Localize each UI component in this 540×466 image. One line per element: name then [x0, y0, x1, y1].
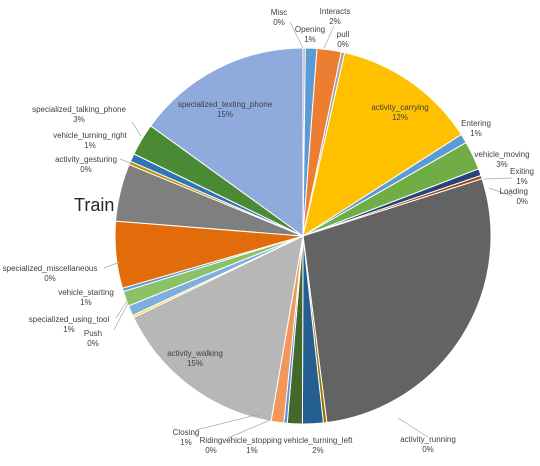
slice-label: Misc 0%	[271, 8, 287, 27]
slice-label: vehicle_turning_right 1%	[53, 131, 128, 150]
slice-category-label: vehicle_turning_right	[53, 131, 128, 140]
slice-label: Interacts 2%	[320, 7, 351, 26]
slice-percent-label: 0%	[422, 445, 434, 454]
leader-line	[289, 21, 304, 49]
slice-label: activity_gesturing 0%	[55, 155, 117, 174]
slice-category-label: vehicle_turning_left	[284, 436, 354, 445]
slice-percent-label: 1%	[80, 298, 92, 307]
leader-lines	[103, 21, 513, 439]
slice-percent-label: 1%	[63, 325, 75, 334]
slice-label: Closing 1%	[173, 428, 200, 447]
pie-slice	[132, 235, 304, 422]
leader-line	[323, 25, 335, 49]
slice-percent-label: 0%	[44, 274, 56, 283]
leader-line	[115, 298, 129, 319]
slice-percent-label: 0%	[273, 18, 285, 27]
slice-percent-label: 12%	[392, 113, 408, 122]
slice-percent-label: 0%	[80, 165, 92, 174]
leader-line	[103, 261, 121, 269]
pie-slice	[149, 47, 304, 237]
leader-line	[483, 177, 513, 180]
pie-slice	[302, 178, 492, 424]
slice-label: vehicle_stopping 1%	[222, 436, 282, 455]
leader-line	[119, 158, 131, 164]
leader-line	[131, 121, 142, 137]
slice-label: Exiting 1%	[510, 167, 534, 186]
slice-label: specialized_using_tool 1%	[29, 315, 110, 334]
slice-category-label: Closing	[173, 428, 200, 437]
slice-label: Opening 1%	[295, 25, 325, 44]
slice-category-label: Exiting	[510, 167, 534, 176]
slice-category-label: Entering	[461, 119, 491, 128]
leader-line	[113, 302, 129, 331]
slice-percent-label: 15%	[187, 359, 203, 368]
slice-percent-label: 1%	[516, 177, 528, 186]
slice-percent-label: 3%	[73, 115, 85, 124]
slice-category-label: Push	[84, 329, 102, 338]
slice-percent-label: 3%	[496, 160, 508, 169]
slice-category-label: specialized_texting_phone	[178, 100, 273, 109]
slice-category-label: activity_running	[400, 435, 456, 444]
slice-label: vehicle_starting 1%	[58, 288, 114, 307]
chart-title: Train	[74, 195, 114, 215]
slice-category-label: vehicle_starting	[58, 288, 114, 297]
slice-category-label: vehicle_stopping	[222, 436, 282, 445]
slice-category-label: specialized_using_tool	[29, 315, 110, 324]
slice-label: Loading 0%	[500, 187, 528, 206]
slice-label: specialized_texting_phone 15%	[178, 100, 273, 119]
slice-category-label: activity_walking	[167, 349, 223, 358]
slice-category-label: specialized_miscellaneous	[3, 264, 98, 273]
slice-category-label: activity_gesturing	[55, 155, 117, 164]
slice-label: Push 0%	[84, 329, 102, 348]
slice-percent-label: 15%	[217, 110, 233, 119]
slice-category-label: pull	[337, 30, 350, 39]
slice-percent-label: 2%	[329, 17, 341, 26]
slice-label: vehicle_turning_left 2%	[284, 436, 354, 455]
slice-percent-label: 0%	[87, 339, 99, 348]
pie-slice	[302, 52, 462, 238]
slice-label: activity_carrying 12%	[371, 103, 428, 122]
slice-percent-label: 1%	[246, 446, 258, 455]
slice-category-label: Loading	[500, 187, 528, 196]
slice-category-label: activity_carrying	[371, 103, 428, 112]
leader-line	[195, 413, 261, 431]
slice-label: specialized_talking_phone 3%	[32, 105, 126, 124]
slice-percent-label: 2%	[312, 446, 324, 455]
slice-category-label: Interacts	[320, 7, 351, 16]
slice-label: activity_running 0%	[400, 435, 456, 454]
slice-percent-label: 1%	[180, 438, 192, 447]
slice-percent-label: 0%	[337, 40, 349, 49]
slice-labels: Misc 0%Opening 1%Interacts 2%pull 0%activity…	[3, 7, 534, 455]
slice-label: specialized_miscellaneous 0%	[3, 264, 98, 283]
slice-percent-label: 1%	[470, 129, 482, 138]
slice-category-label: specialized_talking_phone	[32, 105, 126, 114]
slice-label: pull 0%	[337, 30, 350, 49]
slice-category-label: Riding	[200, 436, 223, 445]
slice-label: activity_walking 15%	[167, 349, 223, 368]
slice-percent-label: 0%	[205, 446, 217, 455]
pie-slices	[114, 47, 492, 425]
slice-category-label: Opening	[295, 25, 325, 34]
slice-percent-label: 1%	[84, 141, 96, 150]
slice-label: Entering 1%	[461, 119, 491, 138]
slice-percent-label: 0%	[516, 197, 528, 206]
slice-percent-label: 1%	[304, 35, 316, 44]
slice-label: Riding 0%	[200, 436, 223, 455]
slice-category-label: Misc	[271, 8, 287, 17]
leader-line	[488, 187, 513, 197]
leader-line	[397, 417, 429, 438]
slice-label: vehicle_moving 3%	[474, 150, 529, 169]
leader-line	[227, 419, 271, 439]
slice-category-label: vehicle_moving	[474, 150, 529, 159]
